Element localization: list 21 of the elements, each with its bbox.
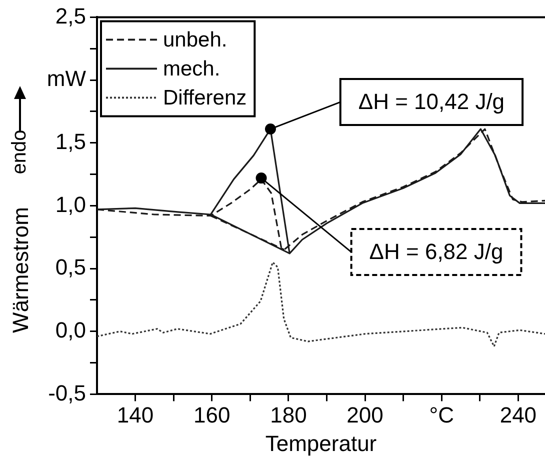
text: endo <box>8 130 31 174</box>
x-axis-title: Temperatur <box>265 430 377 456</box>
x-tick-label: 140 <box>116 402 154 428</box>
y-tick-label: 2,5 <box>55 3 86 28</box>
y-axis-title: Wärmestrom <box>8 207 34 333</box>
x-tick-label: 180 <box>270 402 307 428</box>
y-tick-label: 1,5 <box>55 128 86 154</box>
legend-label: unbeh. <box>163 28 228 52</box>
x-tick-label: 160 <box>194 402 230 428</box>
x-tick-label: 200 <box>346 402 384 428</box>
y-tick-label: 1,0 <box>55 192 86 217</box>
y-tick-label: 0,0 <box>55 317 86 342</box>
annotation: ΔH = 6,82 J/g <box>369 239 504 264</box>
y-tick-label: -0,5 <box>48 380 86 406</box>
legend-label: Differenz <box>163 86 247 110</box>
annotation: ΔH = 10,42 J/g <box>358 89 505 114</box>
legend-label: mech. <box>163 57 220 80</box>
x-tick-label: °C <box>429 402 454 428</box>
y-tick-label: mW <box>46 66 86 92</box>
x-tick-label: 240 <box>500 402 537 428</box>
y-tick-label: 0,5 <box>55 254 86 280</box>
